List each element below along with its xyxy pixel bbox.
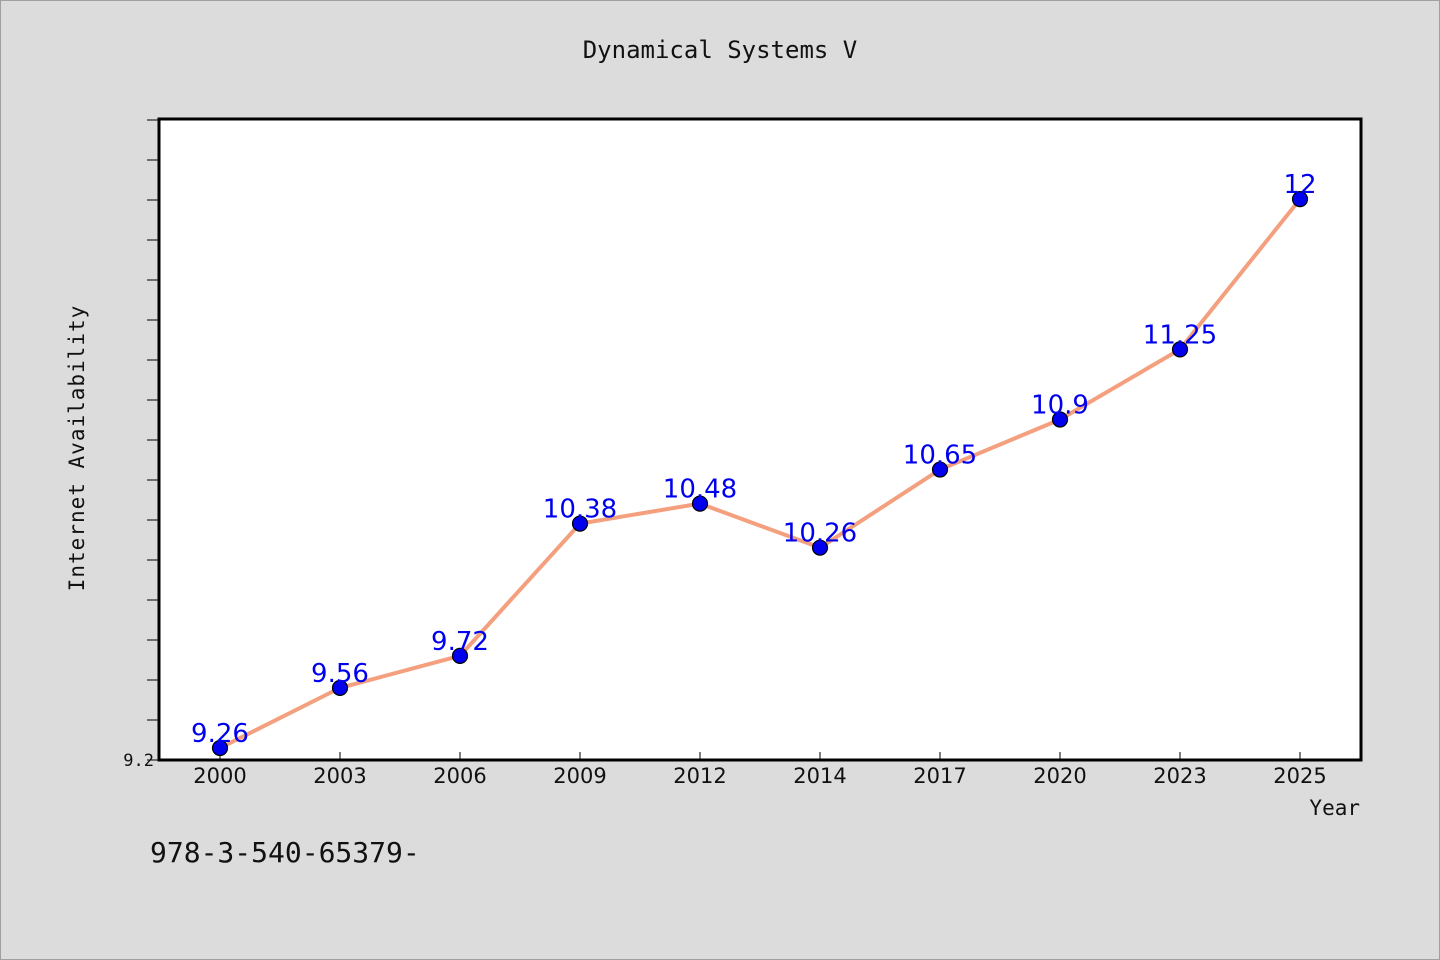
x-tick-label: 2023: [1153, 764, 1206, 788]
x-axis-ticks: 2000 2003 2006 2009 2012 2014 2017 2020 2023 2025: [193, 752, 1327, 788]
data-label: 10.48: [663, 475, 737, 505]
y-axis-ticks: 9.2: [123, 119, 159, 771]
series-line: [218, 197, 1302, 750]
x-tick-label: 2000: [193, 764, 246, 788]
data-point: [1171, 341, 1189, 358]
data-label: 10.38: [543, 495, 617, 525]
x-tick-label: 2017: [913, 764, 966, 788]
footer-text: 978-3-540-65379-: [150, 836, 420, 869]
y-axis-title: Internet Availability: [65, 304, 89, 592]
data-point: [1291, 191, 1309, 208]
x-tick-label: 2006: [433, 764, 486, 788]
y-tick-label: 9.2: [123, 751, 154, 771]
data-point: [451, 647, 469, 664]
data-point: [691, 495, 709, 512]
x-tick-label: 2025: [1273, 764, 1326, 788]
data-label: 9.26: [191, 719, 249, 749]
chart-title: Dynamical Systems V: [582, 36, 858, 64]
x-tick-label: 2003: [313, 764, 366, 788]
data-point: [931, 461, 949, 478]
data-point: [331, 679, 349, 696]
x-tick-label: 2020: [1033, 764, 1086, 788]
data-label: 9.56: [311, 659, 369, 689]
data-label: 10.9: [1031, 390, 1089, 420]
data-label: 9.72: [431, 627, 489, 657]
data-label: 10.65: [903, 441, 977, 471]
data-label: 11.25: [1143, 320, 1217, 350]
plot-background: [157, 117, 1363, 762]
data-label: 10.26: [783, 519, 857, 549]
data-label: 12: [1283, 170, 1316, 200]
x-tick-label: 2012: [673, 764, 726, 788]
data-point: [811, 539, 829, 556]
x-tick-label: 2014: [793, 764, 846, 788]
x-tick-label: 2009: [553, 764, 606, 788]
data-point: [211, 739, 229, 757]
x-axis-title: Year: [1309, 796, 1360, 820]
data-labels-group: 9.26 9.56 9.72 10.38 10.48 10.26 10.65 10.9 11.2…: [191, 170, 1316, 749]
data-point: [571, 515, 589, 532]
series-group: [211, 191, 1309, 757]
data-point: [1051, 411, 1069, 428]
